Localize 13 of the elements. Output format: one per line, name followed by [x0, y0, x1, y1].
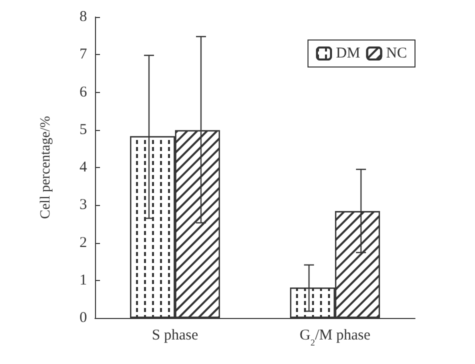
y-tick-label: 1: [80, 272, 87, 288]
y-tick-label: 7: [80, 46, 88, 63]
y-tick-label: 0: [80, 310, 87, 326]
y-tick-label: 8: [80, 9, 87, 25]
y-tick-label: 3: [80, 197, 87, 214]
y-tick-label: 2: [80, 234, 87, 251]
x-tick-label: S phase: [152, 328, 198, 344]
y-tick-label: 4: [80, 160, 88, 176]
y-axis-title: Cell percentage/%: [38, 116, 54, 220]
legend-label: DM: [336, 46, 360, 62]
y-tick-label: 5: [80, 122, 87, 138]
y-tick-label: 6: [80, 84, 88, 100]
legend-label: NC: [386, 46, 408, 62]
